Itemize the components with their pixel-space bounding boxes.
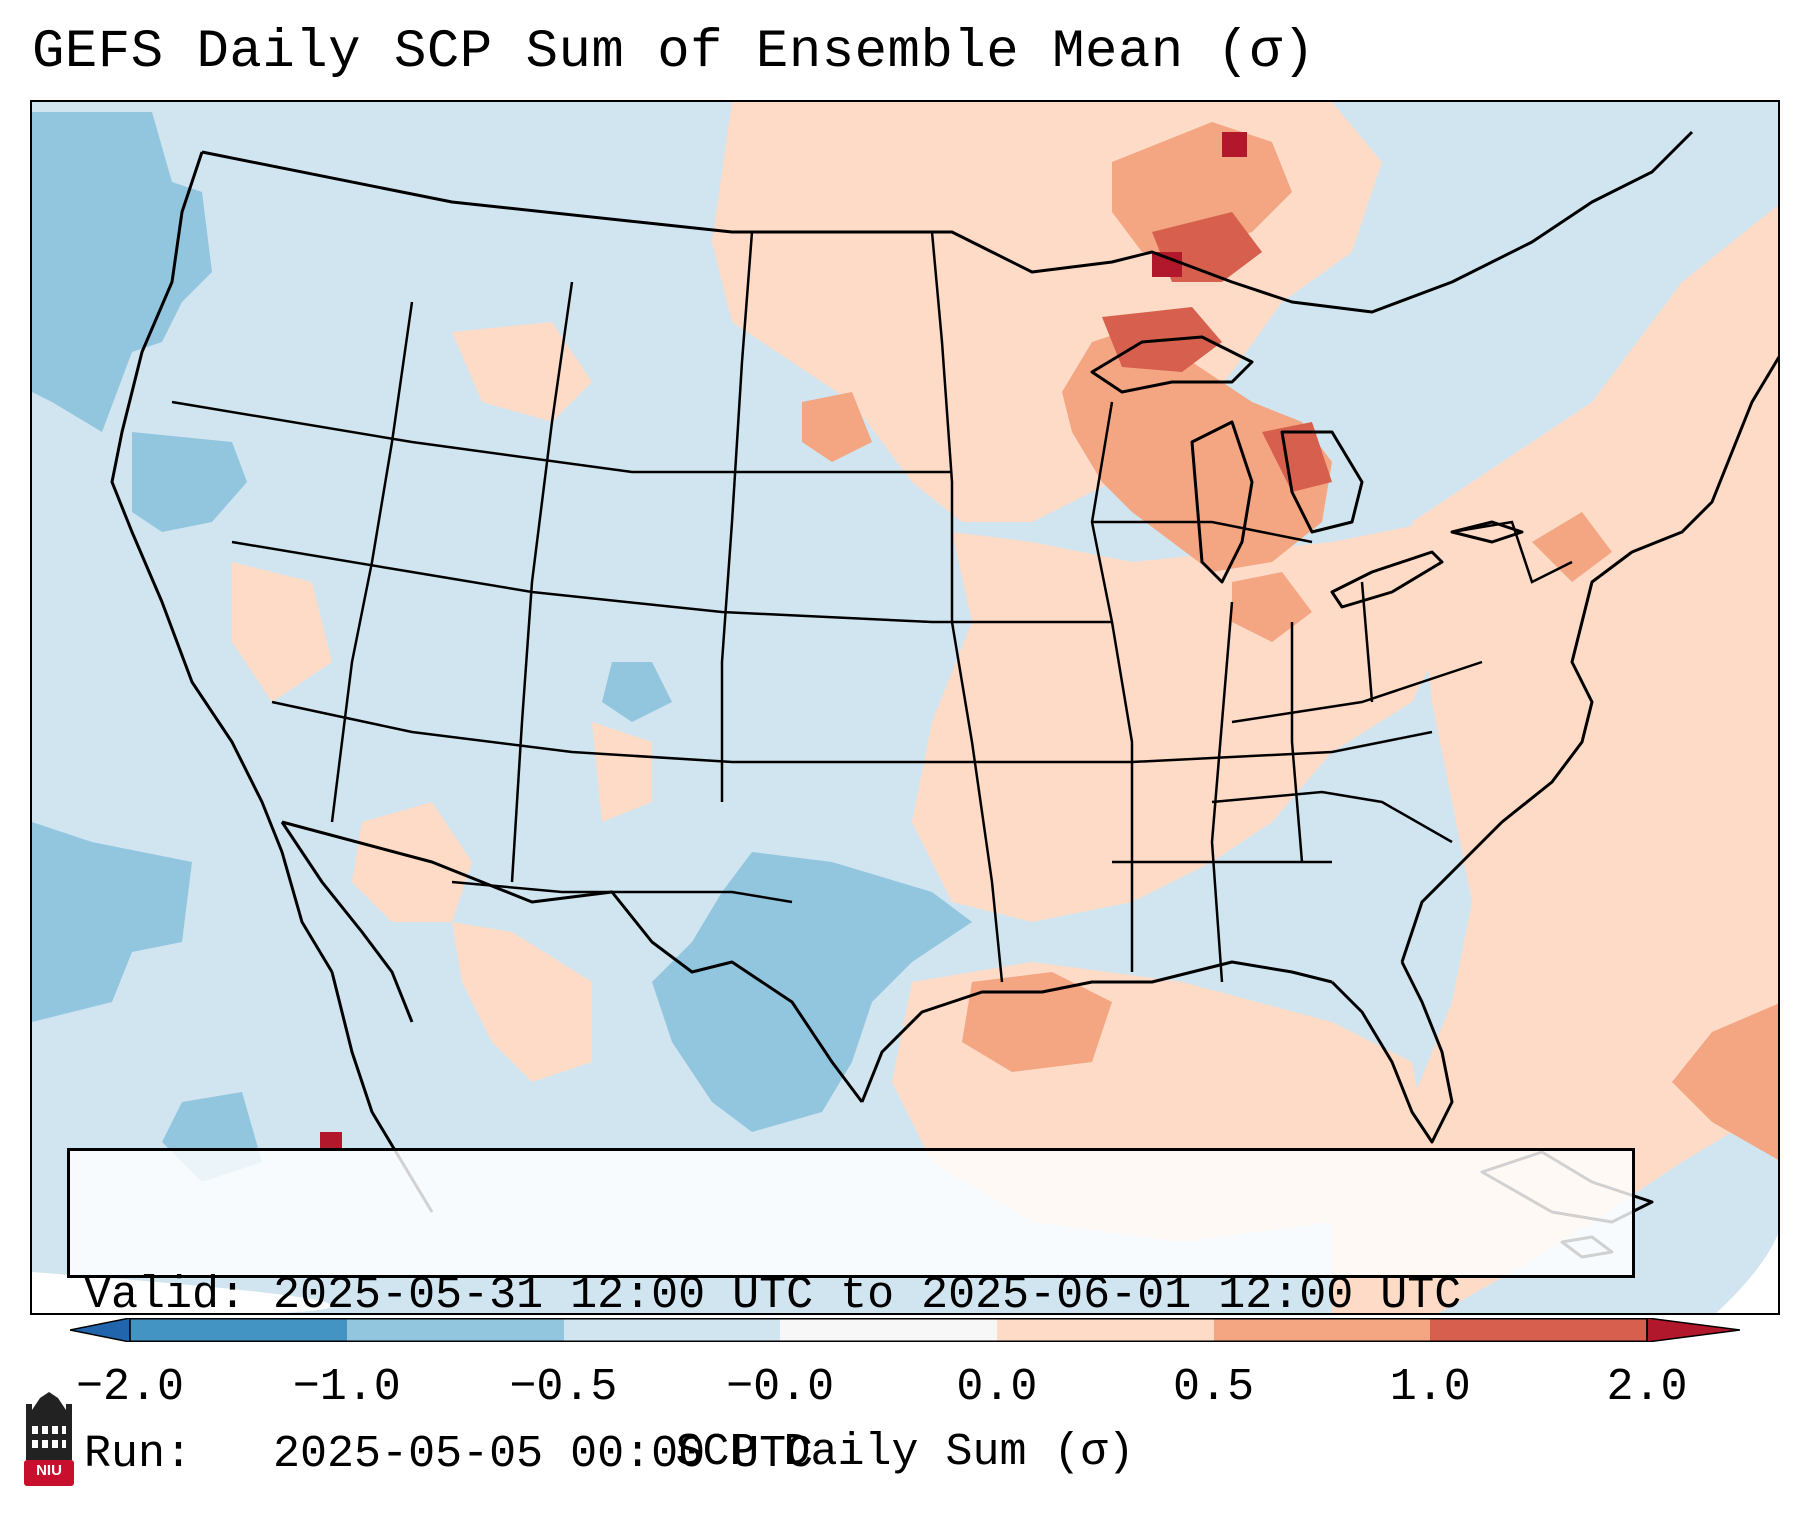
colorbar-bin-4	[780, 1318, 997, 1342]
run-row: Run: 2025-05-05 00:00 UTC	[84, 1428, 1618, 1481]
colorbar-tick-label: 1.0	[1389, 1362, 1471, 1413]
moderate-positive-anomaly	[802, 122, 1778, 1160]
run-value: 2025-05-05 00:00 UTC	[273, 1429, 814, 1480]
colorbar-bin-7	[1430, 1318, 1647, 1342]
colorbar-bin-6	[1214, 1318, 1430, 1342]
niu-logo-icon	[24, 1392, 74, 1486]
negative-anomaly-texas	[602, 662, 972, 1132]
state-borders	[171, 231, 1573, 983]
colorbar-tick-label: 2.0	[1606, 1362, 1688, 1413]
colorbar-tick-label: 0.5	[1173, 1362, 1255, 1413]
colorbar-bin-2	[347, 1318, 564, 1342]
colorbar-label: SCP Daily Sum (σ)	[675, 1427, 1135, 1478]
negative-anomaly-pacific	[32, 112, 262, 1182]
valid-label: Valid:	[84, 1270, 247, 1321]
colorbar-tick-label: −2.0	[75, 1362, 185, 1413]
page-title: GEFS Daily SCP Sum of Ensemble Mean (σ)	[32, 22, 1316, 83]
colorbar-extend-high	[1646, 1318, 1740, 1342]
colorbar-extend-low	[70, 1318, 131, 1342]
run-label: Run:	[84, 1429, 193, 1480]
colorbar-tick-label: −0.5	[509, 1362, 618, 1413]
colorbar-bin-1	[130, 1318, 347, 1342]
colorbar-bin-3	[564, 1318, 780, 1342]
colorbar-tick-label: −0.0	[726, 1362, 835, 1413]
map-panel	[30, 100, 1780, 1315]
colorbar-tick-label: −1.0	[292, 1362, 401, 1413]
validity-info-box: Valid: 2025-05-31 12:00 UTC to 2025-06-0…	[67, 1148, 1635, 1480]
extreme-positive-anomaly	[320, 132, 1247, 1150]
coastlines-and-borders	[110, 130, 1778, 1259]
colorbar-tick-label: 0.0	[956, 1362, 1038, 1413]
colorbar	[70, 1318, 1740, 1342]
colorbar-bin-5	[997, 1318, 1214, 1342]
valid-row: Valid: 2025-05-31 12:00 UTC to 2025-06-0…	[84, 1269, 1618, 1322]
scp-map	[32, 102, 1778, 1313]
valid-value: 2025-05-31 12:00 UTC to 2025-06-01 12:00…	[273, 1270, 1462, 1321]
niu-logo-text: NIU	[36, 1462, 62, 1479]
